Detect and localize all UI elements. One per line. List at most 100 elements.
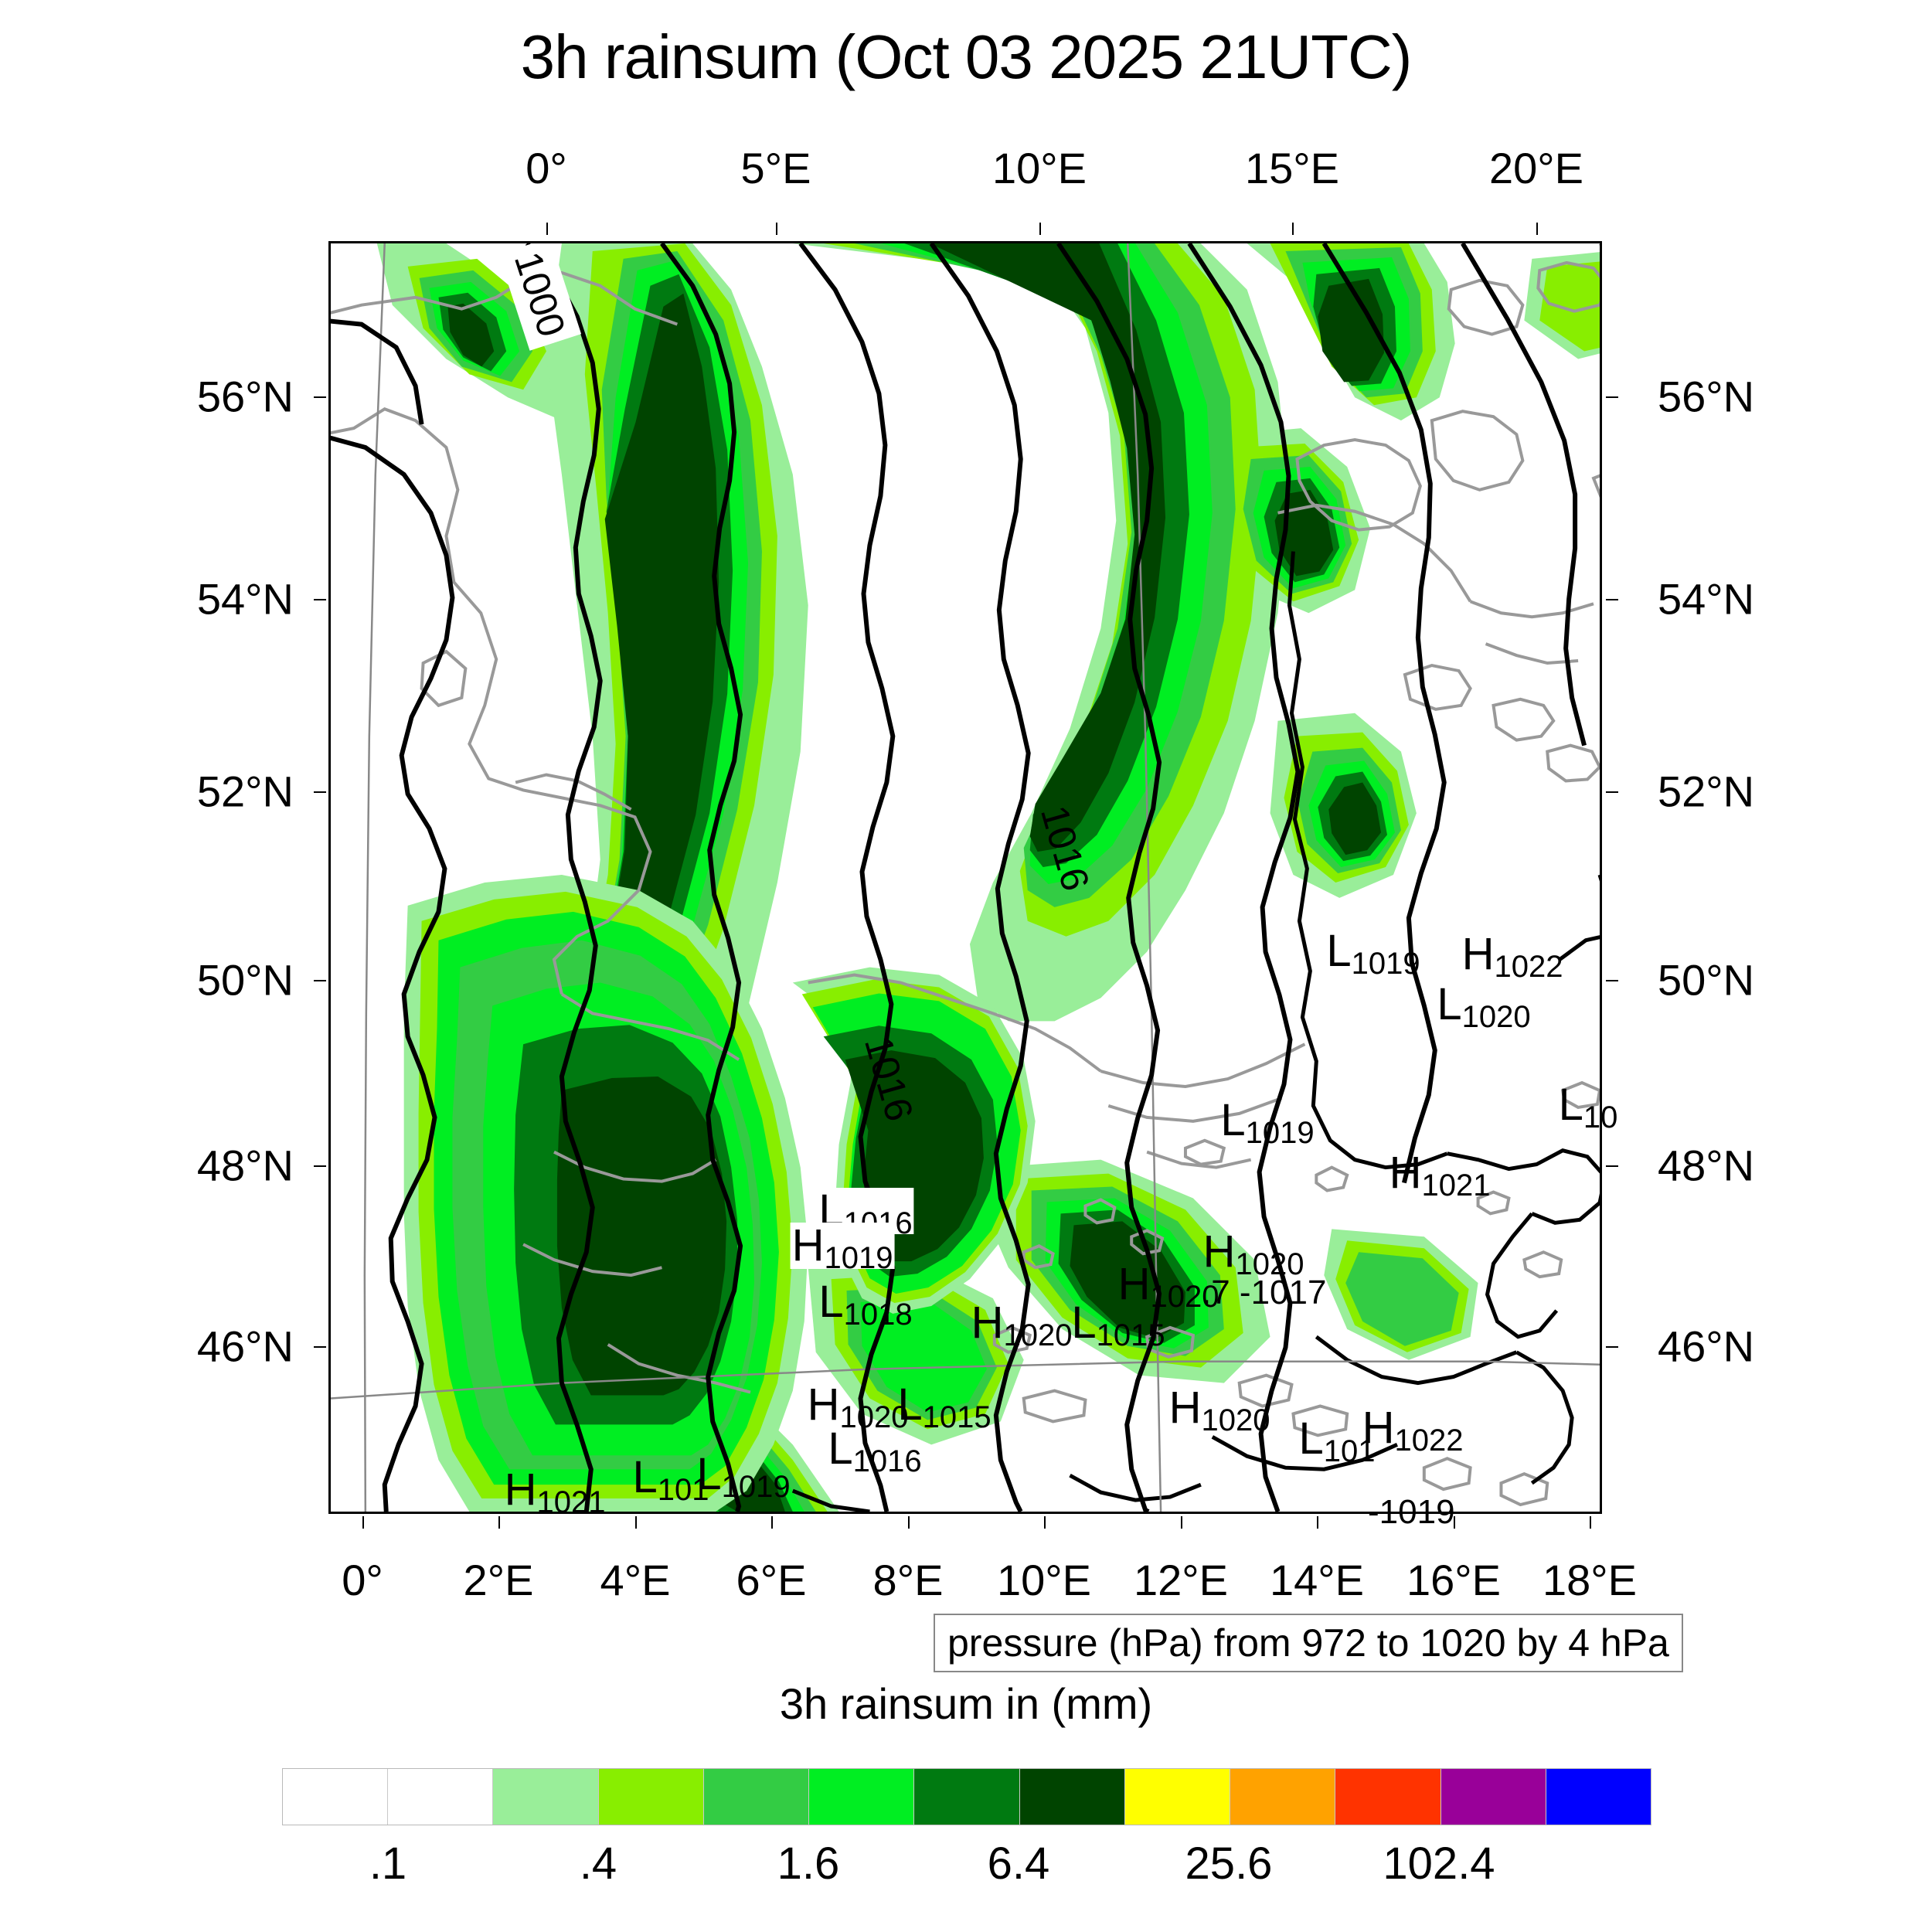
map-plot-area[interactable]: 1000 <box>328 241 1602 1514</box>
axis-tick <box>362 1516 364 1529</box>
axis-tick <box>314 1165 326 1167</box>
pressure-low-marker: L1020 <box>1437 979 1531 1034</box>
colorbar-cell <box>598 1769 704 1825</box>
pressure-high-marker: H1022 <box>1362 1403 1464 1458</box>
colorbar-title: 3h rainsum in (mm) <box>779 1679 1153 1728</box>
contour-label-misc: .7 -1017 <box>1202 1274 1327 1311</box>
axis-tick <box>314 791 326 793</box>
colorbar-cell <box>1124 1769 1231 1825</box>
colorbar-tick-label: 102.4 <box>1383 1838 1495 1889</box>
axis-tick <box>1606 980 1618 981</box>
axis-tick <box>1606 1165 1618 1167</box>
axis-left-label: 48°N <box>196 1141 294 1190</box>
axis-left-label: 46°N <box>196 1321 294 1371</box>
colorbar-tick-label: 6.4 <box>987 1838 1050 1889</box>
axis-tick <box>1590 1516 1591 1529</box>
axis-tick <box>314 599 326 600</box>
pressure-low-marker: L1018 <box>818 1277 913 1332</box>
pressure-high-marker: H1021 <box>504 1464 606 1519</box>
axis-tick <box>1454 1516 1455 1529</box>
axis-tick <box>1606 396 1618 398</box>
pressure-high-marker: H1019 <box>790 1220 895 1275</box>
pressure-low-marker: L1019 <box>1326 926 1420 981</box>
colorbar-tick-label: 25.6 <box>1185 1838 1273 1889</box>
pressure-low-marker: L10 <box>1558 1080 1618 1134</box>
axis-tick <box>1317 1516 1318 1529</box>
axis-tick <box>1606 599 1618 600</box>
axis-tick <box>908 1516 910 1529</box>
colorbar-cell <box>809 1769 915 1825</box>
colorbar-cell <box>1019 1769 1125 1825</box>
axis-bottom-label: 4°E <box>600 1556 671 1604</box>
axis-tick <box>314 1346 326 1348</box>
axis-top-label: 5°E <box>740 144 811 192</box>
axis-tick <box>635 1516 637 1529</box>
colorbar-cell <box>914 1769 1020 1825</box>
pressure-low-marker: L1015 <box>1071 1298 1165 1352</box>
axis-tick <box>1181 1516 1182 1529</box>
pressure-high-marker: H1020 <box>971 1298 1073 1352</box>
colorbar[interactable] <box>282 1768 1651 1825</box>
pressure-high-marker: H1020 <box>1117 1259 1219 1314</box>
axis-tick <box>1292 223 1294 235</box>
axis-tick <box>1536 223 1538 235</box>
axis-bottom-label: 18°E <box>1542 1556 1638 1604</box>
colorbar-cell <box>1440 1769 1546 1825</box>
pressure-low-marker: L1015 <box>897 1379 992 1434</box>
page-title: 3h rainsum (Oct 03 2025 21UTC) <box>520 22 1413 91</box>
colorbar-cell <box>1335 1769 1441 1825</box>
axis-left-label: 52°N <box>196 767 294 816</box>
colorbar-cell <box>703 1769 810 1825</box>
axis-top-label: 0° <box>526 144 567 192</box>
pressure-low-marker: L101 <box>1298 1413 1376 1468</box>
axis-left-label: 50°N <box>196 955 294 1005</box>
axis-top-label: 10°E <box>992 144 1087 192</box>
colorbar-cell <box>388 1769 494 1825</box>
axis-tick <box>776 223 777 235</box>
colorbar-cell <box>493 1769 599 1825</box>
axis-tick <box>314 980 326 981</box>
axis-tick <box>1606 791 1618 793</box>
colorbar-tick-label: .1 <box>369 1838 407 1889</box>
pressure-contour-legend: pressure (hPa) from 972 to 1020 by 4 hPa <box>934 1614 1683 1672</box>
axis-bottom-label: 6°E <box>736 1556 807 1604</box>
contour-label-1019: -1019 <box>1368 1493 1455 1531</box>
axis-right-label: 56°N <box>1658 372 1755 421</box>
axis-right-label: 46°N <box>1658 1321 1755 1371</box>
axis-bottom-label: 12°E <box>1133 1556 1229 1604</box>
axis-bottom-label: 8°E <box>872 1556 944 1604</box>
axis-right-label: 48°N <box>1658 1141 1755 1190</box>
pressure-high-marker: H1020 <box>807 1379 909 1434</box>
colorbar-cell <box>1546 1769 1651 1825</box>
pressure-low-marker: L1019 <box>1220 1095 1315 1150</box>
axis-right-label: 54°N <box>1658 574 1755 624</box>
pressure-low-marker: L101 <box>632 1452 709 1507</box>
axis-bottom-label: 0° <box>342 1556 383 1604</box>
axis-left-label: 54°N <box>196 574 294 624</box>
pressure-high-marker: H1020 <box>1202 1226 1304 1281</box>
axis-bottom-label: 16°E <box>1406 1556 1502 1604</box>
pressure-low-marker: L1016 <box>828 1423 922 1478</box>
colorbar-cell <box>1230 1769 1336 1825</box>
axis-right-label: 52°N <box>1658 767 1755 816</box>
colorbar-tick-label: .4 <box>579 1838 617 1889</box>
axis-top-label: 15°E <box>1244 144 1340 192</box>
axis-bottom-label: 10°E <box>996 1556 1092 1604</box>
axis-tick <box>771 1516 773 1529</box>
map-graphics <box>331 243 1600 1512</box>
axis-tick <box>498 1516 500 1529</box>
pressure-high-marker: H1020 <box>1168 1383 1270 1437</box>
axis-left-label: 56°N <box>196 372 294 421</box>
axis-tick <box>1039 223 1041 235</box>
colorbar-cell <box>283 1769 389 1825</box>
axis-tick <box>546 223 548 235</box>
axis-tick <box>1606 1346 1618 1348</box>
axis-bottom-label: 14°E <box>1269 1556 1365 1604</box>
axis-top-label: 20°E <box>1488 144 1584 192</box>
axis-tick <box>1044 1516 1046 1529</box>
axis-tick <box>314 396 326 398</box>
axis-right-label: 50°N <box>1658 955 1755 1005</box>
pressure-high-marker: H1022 <box>1461 929 1563 984</box>
axis-bottom-label: 2°E <box>463 1556 534 1604</box>
